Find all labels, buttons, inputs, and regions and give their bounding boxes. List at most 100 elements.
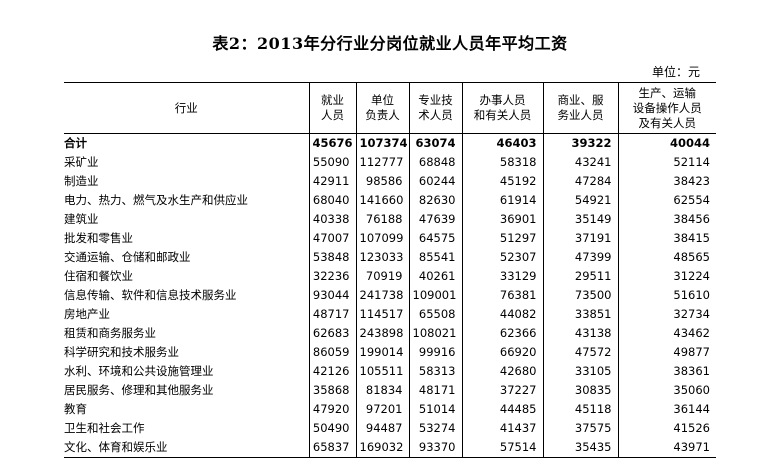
wage-cell: 62683	[308, 324, 356, 343]
wage-cell: 50490	[308, 419, 356, 438]
wage-cell: 243898	[355, 324, 409, 343]
industry-name: 建筑业	[64, 212, 99, 226]
wage-cell: 199014	[355, 343, 409, 362]
table-row: 制造业 42911 98586 60244 45192 47284 38423	[64, 172, 716, 191]
wage-cell: 82630	[408, 191, 462, 210]
wage-cell: 40338	[308, 210, 356, 229]
wage-cell: 38456	[617, 210, 716, 229]
wage-cell: 48565	[617, 248, 716, 267]
column-header-line: 办事人员	[479, 93, 526, 107]
wage-cell: 112777	[355, 153, 409, 172]
wage-cell: 81834	[355, 381, 409, 400]
column-header-line: 及有关人员	[638, 115, 697, 130]
table-row: 租赁和商务服务业 62683 243898 108021 62366 43138 43462	[64, 324, 716, 343]
table-row: 批发和零售业 47007 107099 64575 51297 37191 38415	[64, 229, 716, 248]
wage-cell: 141660	[355, 191, 409, 210]
wage-cell: 47284	[542, 172, 618, 191]
wage-cell: 114517	[355, 305, 409, 324]
wage-cell: 49877	[617, 343, 716, 362]
wage-cell: 85541	[408, 248, 462, 267]
wage-cell: 123033	[355, 248, 409, 267]
wage-cell: 58318	[461, 153, 543, 172]
unit-label: 单位：元	[651, 65, 700, 79]
table-row: 科学研究和技术服务业 86059 199014 99916 66920 47572 4987…	[64, 343, 716, 362]
wage-cell: 70919	[355, 267, 409, 286]
column-header: 专业技 术人员	[408, 82, 462, 134]
industry-name: 水利、环境和公共设施管理业	[64, 364, 214, 378]
column-header: 生产、运输 设备操作人员 及有关人员	[617, 82, 716, 134]
wage-cell: 94487	[355, 419, 409, 438]
wage-cell: 35060	[617, 381, 716, 400]
industry-name: 制造业	[64, 174, 99, 188]
wage-cell: 35149	[542, 210, 618, 229]
table-row: 卫生和社会工作 50490 94487 53274 41437 37575 41526	[64, 419, 716, 438]
wage-cell: 29511	[542, 267, 618, 286]
wage-cell: 98586	[355, 172, 409, 191]
wage-cell: 43462	[617, 324, 716, 343]
header-row: 行业 就业 人员 单位 负责人 专业技 术人员 办事人员 和有关人员 商业、服 务业人员 生产、运输设…	[64, 82, 716, 134]
industry-name: 房地产业	[64, 307, 110, 321]
wage-cell: 61914	[461, 191, 543, 210]
wage-cell: 93370	[408, 438, 462, 458]
table-row: 电力、热力、燃气及水生产和供应业 68040 141660 82630 61914 549…	[64, 191, 716, 210]
wage-cell: 65508	[408, 305, 462, 324]
wage-cell: 62554	[617, 191, 716, 210]
wage-cell: 45192	[461, 172, 543, 191]
wage-cell: 33129	[461, 267, 543, 286]
wage-cell: 53848	[308, 248, 356, 267]
column-header: 行业	[64, 82, 309, 134]
wage-cell: 43971	[617, 438, 716, 458]
wage-cell: 76381	[461, 286, 543, 305]
industry-name: 采矿业	[64, 155, 99, 169]
total-row: 合计 45676 107374 63074 46403 39322 40044	[64, 133, 716, 153]
wage-cell: 105511	[355, 362, 409, 381]
wage-cell: 45676	[308, 133, 356, 153]
wage-cell: 37191	[542, 229, 618, 248]
wage-cell: 48717	[308, 305, 356, 324]
wage-cell: 53274	[408, 419, 462, 438]
column-header-line: 商业、服	[557, 93, 604, 107]
column-header-line: 务业人员	[557, 108, 604, 122]
wage-cell: 48171	[408, 381, 462, 400]
wage-cell: 66920	[461, 343, 543, 362]
wage-cell: 62366	[461, 324, 543, 343]
wage-cell: 47920	[308, 400, 356, 419]
column-header-line: 单位	[371, 93, 394, 107]
wage-cell: 47639	[408, 210, 462, 229]
table-row: 房地产业 48717 114517 65508 44082 33851 32734	[64, 305, 716, 324]
wage-cell: 97201	[355, 400, 409, 419]
column-header-line: 行业	[174, 100, 198, 115]
table-body: 合计 45676 107374 63074 46403 39322 40044 采矿业 5509…	[64, 133, 716, 458]
table-row: 信息传输、软件和信息技术服务业 93044 241738 109001 76381 735…	[64, 286, 716, 305]
industry-name: 租赁和商务服务业	[64, 326, 156, 340]
wage-cell: 38423	[617, 172, 716, 191]
wage-cell: 42911	[308, 172, 356, 191]
column-header-line: 负责人	[365, 108, 400, 122]
wage-cell: 45118	[542, 400, 618, 419]
wage-cell: 37575	[542, 419, 618, 438]
wage-cell: 33851	[542, 305, 618, 324]
wage-cell: 31224	[617, 267, 716, 286]
industry-name: 合计	[64, 136, 87, 150]
table-title: 表2：2013年分行业分岗位就业人员年平均工资	[212, 34, 568, 53]
wage-cell: 43138	[542, 324, 618, 343]
wage-cell: 36901	[461, 210, 543, 229]
wage-cell: 47399	[542, 248, 618, 267]
column-header: 商业、服 务业人员	[542, 82, 618, 134]
column-header-line: 就业	[321, 93, 344, 107]
wage-cell: 35868	[308, 381, 356, 400]
wage-cell: 55090	[308, 153, 356, 172]
industry-name: 居民服务、修理和其他服务业	[64, 383, 214, 397]
table-row: 住宿和餐饮业 32236 70919 40261 33129 29511 31224	[64, 267, 716, 286]
wage-cell: 52114	[617, 153, 716, 172]
wage-cell: 52307	[461, 248, 543, 267]
table-row: 文化、体育和娱乐业 65837 169032 93370 57514 35435 43971	[64, 438, 716, 458]
industry-name: 文化、体育和娱乐业	[64, 438, 309, 458]
industry-name: 科学研究和技术服务业	[64, 345, 179, 359]
wage-cell: 47572	[542, 343, 618, 362]
wage-cell: 42126	[308, 362, 356, 381]
industry-name: 教育	[64, 402, 87, 416]
column-header-line: 术人员	[418, 108, 453, 122]
wage-cell: 41437	[461, 419, 543, 438]
wage-cell: 40261	[408, 267, 462, 286]
